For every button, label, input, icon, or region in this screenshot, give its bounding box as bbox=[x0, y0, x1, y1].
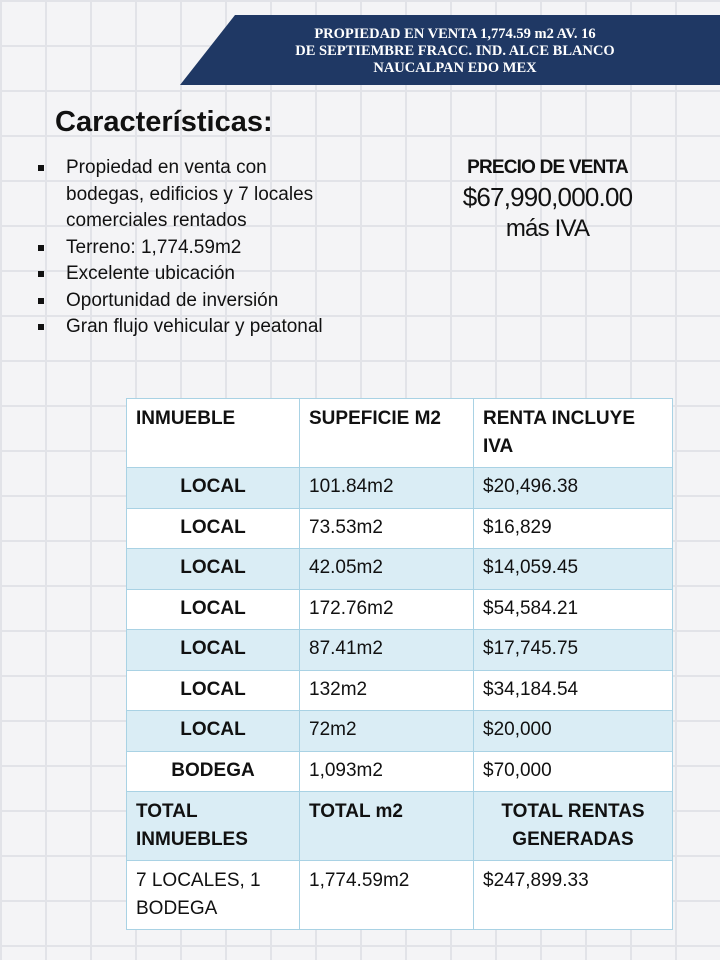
table-cell: 1,093m2 bbox=[299, 750, 474, 792]
features-title: Características: bbox=[55, 106, 273, 138]
table-cell: INMUEBLE bbox=[126, 398, 300, 468]
price-note: más IVA bbox=[505, 215, 590, 242]
property-table: INMUEBLE SUPEFICIE M2 RENTA INCLUYE IVA LOC… bbox=[126, 398, 673, 930]
table-cell: RENTA INCLUYE IVA bbox=[473, 398, 673, 468]
table-cell: $70,000 bbox=[473, 750, 673, 792]
table-cell: 72m2 bbox=[299, 710, 474, 752]
table-cell: SUPEFICIE M2 bbox=[299, 398, 474, 468]
feature-item: Gran flujo vehicular y peatonal bbox=[38, 314, 328, 341]
table-cell: 42.05m2 bbox=[299, 548, 474, 590]
table-row: LOCAL 101.84m2 $20,496.38 bbox=[126, 467, 673, 509]
table-cell: LOCAL bbox=[126, 548, 300, 590]
table-row: LOCAL 73.53m2 $16,829 bbox=[126, 507, 673, 549]
table-cell: 7 LOCALES, 1 BODEGA bbox=[126, 860, 300, 930]
table-cell: 172.76m2 bbox=[299, 588, 474, 630]
table-cell: LOCAL bbox=[126, 467, 300, 509]
table-cell: 1,774.59m2 bbox=[299, 860, 474, 930]
table-row: LOCAL 87.41m2 $17,745.75 bbox=[126, 629, 673, 671]
table-row: BODEGA 1,093m2 $70,000 bbox=[126, 750, 673, 792]
feature-item: Terreno: 1,774.59m2 bbox=[38, 235, 328, 262]
table-cell: TOTAL m2 bbox=[299, 791, 474, 861]
table-cell: LOCAL bbox=[126, 588, 300, 630]
table-cell: LOCAL bbox=[126, 710, 300, 752]
table-cell: 73.53m2 bbox=[299, 507, 474, 549]
table-cell: LOCAL bbox=[126, 669, 300, 711]
price-block: PRECIO DE VENTA $67,990,000.00 más IVA bbox=[440, 155, 655, 245]
table-row: TOTAL INMUEBLES TOTAL m2 TOTAL RENTAS GENE… bbox=[126, 791, 673, 861]
price-label: PRECIO DE VENTA bbox=[467, 157, 629, 178]
table-body: INMUEBLE SUPEFICIE M2 RENTA INCLUYE IVA LOC… bbox=[126, 398, 673, 930]
feature-item: Oportunidad de inversión bbox=[38, 288, 328, 315]
table-row: LOCAL 172.76m2 $54,584.21 bbox=[126, 588, 673, 630]
table-cell: 101.84m2 bbox=[299, 467, 474, 509]
table-cell: LOCAL bbox=[126, 629, 300, 671]
table-cell: $14,059.45 bbox=[473, 548, 673, 590]
table-cell: $34,184.54 bbox=[473, 669, 673, 711]
table-cell: $20,000 bbox=[473, 710, 673, 752]
title-line: PROPIEDAD EN VENTA 1,774.59 m2 AV. 16 bbox=[314, 26, 596, 42]
title-line: DE SEPTIEMBRE FRACC. IND. ALCE BLANCO bbox=[295, 43, 615, 59]
table-cell: 132m2 bbox=[299, 669, 474, 711]
table-cell: $247,899.33 bbox=[473, 860, 673, 930]
features-list: Propiedad en venta con bodegas, edificio… bbox=[38, 155, 328, 341]
feature-item: Propiedad en venta con bodegas, edificio… bbox=[38, 155, 328, 235]
table-cell: $17,745.75 bbox=[473, 629, 673, 671]
table-cell: TOTAL INMUEBLES bbox=[126, 791, 300, 861]
title-line: NAUCALPAN EDO MEX bbox=[373, 60, 537, 76]
price-amount: $67,990,000.00 bbox=[462, 182, 633, 212]
table-cell: TOTAL RENTAS GENERADAS bbox=[473, 791, 673, 861]
table-cell: $54,584.21 bbox=[473, 588, 673, 630]
table-row: LOCAL 72m2 $20,000 bbox=[126, 710, 673, 752]
table-row: LOCAL 132m2 $34,184.54 bbox=[126, 669, 673, 711]
table-row: 7 LOCALES, 1 BODEGA 1,774.59m2 $247,899.33 bbox=[126, 860, 673, 930]
table-row: LOCAL 42.05m2 $14,059.45 bbox=[126, 548, 673, 590]
feature-item: Excelente ubicación bbox=[38, 261, 328, 288]
table-row: INMUEBLE SUPEFICIE M2 RENTA INCLUYE IVA bbox=[126, 398, 673, 468]
table-cell: BODEGA bbox=[126, 750, 300, 792]
header-title: PROPIEDAD EN VENTA 1,774.59 m2 AV. 16 DE… bbox=[250, 26, 660, 77]
table-cell: $16,829 bbox=[473, 507, 673, 549]
table-cell: $20,496.38 bbox=[473, 467, 673, 509]
header-banner bbox=[180, 15, 720, 85]
table-cell: LOCAL bbox=[126, 507, 300, 549]
table-cell: 87.41m2 bbox=[299, 629, 474, 671]
